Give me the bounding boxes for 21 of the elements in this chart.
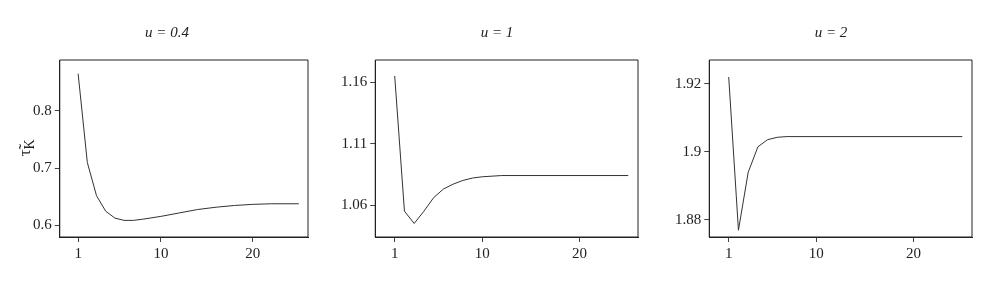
y-tick-label: 1.88 bbox=[675, 210, 702, 227]
x-tick-label: 10 bbox=[474, 244, 490, 261]
y-tick-label: 0.6 bbox=[33, 216, 53, 233]
x-tick-label: 20 bbox=[572, 244, 588, 261]
x-tick-label: 1 bbox=[390, 244, 399, 261]
x-tick-label: 10 bbox=[808, 244, 824, 261]
x-tick-label: 20 bbox=[906, 244, 922, 261]
y-tick-label: 1.16 bbox=[341, 73, 368, 90]
x-tick-label: 1 bbox=[724, 244, 733, 261]
chart-title: u = 1 bbox=[479, 24, 515, 41]
y-tick-label: 1.11 bbox=[341, 134, 368, 151]
y-tick-label: 0.8 bbox=[33, 101, 52, 118]
chart-title: u = 2 bbox=[813, 24, 849, 41]
x-tick-label: 10 bbox=[153, 244, 169, 261]
x-tick-label: 20 bbox=[245, 244, 261, 261]
y-tick-label: 0.7 bbox=[33, 159, 53, 176]
chart-title: u = 0.4 bbox=[144, 24, 190, 41]
y-tick-label: 1.06 bbox=[341, 195, 368, 212]
y-tick-label: 1.9 bbox=[682, 142, 702, 159]
y-tick-label: 1.92 bbox=[675, 74, 702, 91]
x-tick-label: 1 bbox=[74, 244, 82, 261]
